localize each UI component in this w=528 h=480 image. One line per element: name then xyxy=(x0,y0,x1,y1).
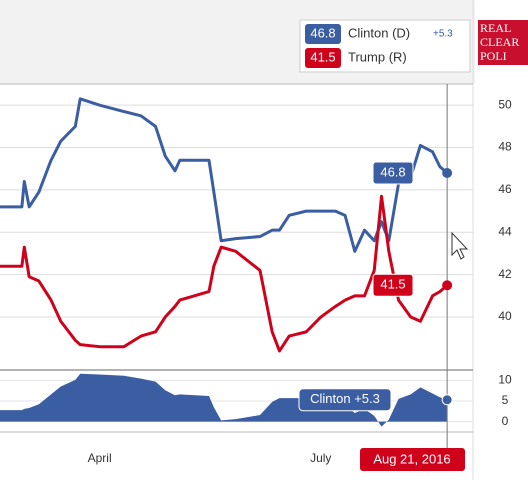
legend-spread: +5.3 xyxy=(433,29,453,40)
value-label: 46.8 xyxy=(380,164,405,179)
legend-label: Clinton (D) xyxy=(348,25,410,40)
legend-value: 41.5 xyxy=(310,49,335,64)
y-tick-label: 40 xyxy=(498,309,512,323)
legend-badge xyxy=(305,48,341,68)
point-marker xyxy=(442,280,453,291)
cursor-date: Aug 21, 2016 xyxy=(373,451,450,466)
value-label-box xyxy=(372,273,414,297)
legend-label: Trump (R) xyxy=(348,49,407,64)
point-marker xyxy=(442,167,453,178)
logo xyxy=(478,20,528,65)
legend-badge xyxy=(305,24,341,44)
y-tick-label: 46 xyxy=(498,182,512,196)
annotation: Clinton +5.3 xyxy=(310,391,380,406)
x-tick-label: July xyxy=(310,451,331,465)
y-tick-label: 5 xyxy=(502,393,509,407)
logo-text: REAL xyxy=(480,21,511,35)
logo-text: POLI xyxy=(480,49,507,63)
value-label: 41.5 xyxy=(380,277,405,292)
y-tick-label: 10 xyxy=(498,373,512,387)
logo-text: CLEAR xyxy=(480,35,519,49)
date-box xyxy=(360,448,465,471)
x-tick-label: April xyxy=(88,451,112,465)
y-tick-label: 50 xyxy=(498,97,512,111)
y-tick-label: 42 xyxy=(498,267,512,281)
mouse-pointer xyxy=(451,231,469,260)
value-label-box xyxy=(372,161,414,185)
annotation-box xyxy=(298,388,392,412)
y-tick-label: 0 xyxy=(502,414,509,428)
spread-area xyxy=(0,373,448,427)
series-line xyxy=(0,194,449,353)
y-tick-label: 48 xyxy=(498,140,512,154)
y-tick-label: 44 xyxy=(498,224,512,238)
point-marker xyxy=(441,394,453,406)
legend-value: 46.8 xyxy=(310,25,335,40)
